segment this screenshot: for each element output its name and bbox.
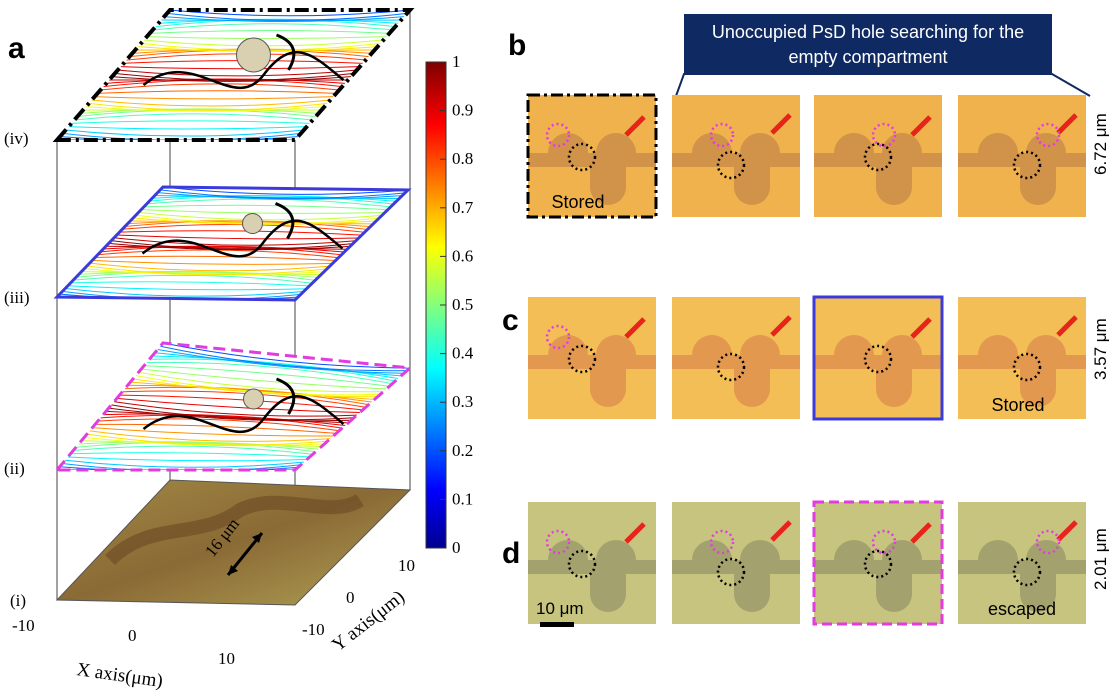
caption: escaped — [988, 599, 1056, 619]
particle — [237, 38, 271, 72]
x-tick-label: 0 — [128, 626, 137, 645]
panel-label: b — [508, 29, 526, 62]
colorbar-tick-label: 0.6 — [452, 246, 473, 265]
panel-label: d — [502, 537, 520, 570]
y-tick-label: 0 — [346, 588, 355, 607]
layer-label: (i) — [10, 591, 26, 610]
particle — [243, 214, 263, 234]
colorbar-tick-label: 0.8 — [452, 149, 473, 168]
colorbar-tick-label: 0.5 — [452, 295, 473, 314]
banner-text: Unoccupied PsD hole searching for the — [712, 22, 1024, 42]
particle — [244, 389, 264, 409]
layer-label: (iii) — [4, 288, 30, 307]
row-label: 3.57 μm — [1091, 318, 1110, 380]
layer-label: (ii) — [4, 459, 25, 478]
colorbar-tick-label: 0.9 — [452, 101, 473, 120]
figure: a b c d 16 μm (iv) (iii) (ii) (i) -10 0 … — [0, 0, 1112, 692]
row-label: 2.01 μm — [1091, 528, 1110, 590]
colorbar-tick-label: 0 — [452, 538, 461, 557]
colorbar-tick-label: 0.2 — [452, 441, 473, 460]
colorbar-tick-label: 1 — [452, 52, 461, 71]
x-tick-label: -10 — [12, 616, 35, 635]
x-tick-label: 10 — [218, 649, 235, 668]
colorbar-tick-label: 0.1 — [452, 489, 473, 508]
x-axis-label: X axis(μm) — [75, 659, 164, 692]
y-tick-label: -10 — [302, 620, 325, 639]
colorbar-tick-label: 0.4 — [452, 344, 474, 363]
image-grid — [528, 95, 1086, 624]
colorbar-tick-label: 0.3 — [452, 392, 473, 411]
panel-label: c — [502, 304, 519, 337]
contour-plane — [57, 10, 410, 140]
banner-text: empty compartment — [788, 47, 947, 67]
layer-label: (iv) — [4, 129, 29, 148]
caption: Stored — [991, 395, 1044, 415]
caption: Stored — [551, 192, 604, 212]
y-tick-label: 10 — [398, 556, 415, 575]
y-axis-label: Y axis(μm) — [328, 586, 409, 655]
colorbar-tick-label: 0.7 — [452, 198, 474, 217]
panel-label: a — [8, 32, 25, 65]
row-label: 6.72 μm — [1091, 113, 1110, 175]
scale-bar-label: 10 μm — [536, 599, 584, 618]
layers — [57, 10, 410, 472]
scale-bar — [540, 622, 574, 627]
bracket — [676, 74, 1090, 96]
